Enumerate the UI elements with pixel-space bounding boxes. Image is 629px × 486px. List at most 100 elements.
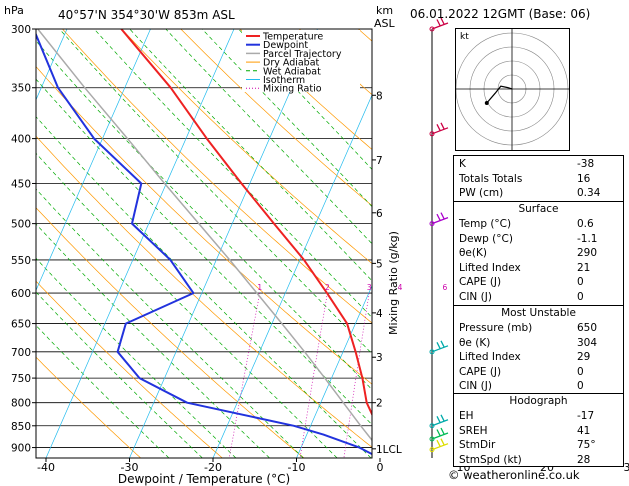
- dry-adiabat-line: [36, 207, 305, 458]
- mixing-ratio-line: [299, 293, 328, 458]
- mixing-ratio-label: 4: [398, 283, 403, 292]
- height-tick-label: 5: [376, 258, 383, 270]
- wet-adiabat-line: [129, 29, 372, 282]
- wet-adiabat-line: [36, 223, 270, 458]
- wind-barb: [431, 122, 449, 135]
- most-unstable-row: Pressure (mb) 650: [459, 322, 598, 334]
- mixing-ratio-label: 3: [367, 283, 372, 292]
- wind-barb: [431, 212, 449, 225]
- pressure-unit: hPa: [4, 4, 24, 17]
- hodograph-row: StmDir 75°: [459, 439, 596, 451]
- datetime-label: 06.01.2022 12GMT (Base: 06): [410, 7, 591, 21]
- dry-adiabat-line: [180, 29, 372, 207]
- dewpoint-line: [36, 32, 372, 456]
- wet-adiabat-line: [36, 152, 338, 458]
- dry-adiabat-line: [239, 29, 372, 150]
- legend-label: Parcel Trajectory: [263, 49, 342, 60]
- temperature-tick-label: -10: [288, 461, 306, 474]
- wind-barb: [431, 427, 449, 440]
- most-unstable-row: θe (K) 304: [459, 336, 598, 349]
- surface-row: Dewp (°C) -1.1: [459, 232, 598, 245]
- height-tick-label: 3: [376, 352, 383, 364]
- mixing-ratio-label: 6: [443, 283, 448, 292]
- pressure-tick-label: 900: [11, 443, 31, 455]
- wet-adiabat-line: [36, 40, 372, 391]
- pressure-tick-label: 300: [11, 24, 31, 36]
- wind-barb: [431, 414, 449, 427]
- hodograph-row: EH -17: [459, 410, 595, 422]
- hodograph-table-title: Hodograph: [509, 395, 568, 407]
- temperature-tick-label: 30: [624, 461, 629, 474]
- dry-adiabat-line: [62, 29, 372, 324]
- surface-row: CAPE (J) 0: [459, 276, 584, 288]
- isotherm-line: [129, 29, 318, 458]
- wind-barb: [431, 17, 449, 30]
- hodograph-trace: [486, 85, 513, 104]
- surface-row: Temp (°C) 0.6: [459, 218, 594, 230]
- hodograph-panel: kt: [455, 28, 570, 151]
- surface-title: Surface: [518, 203, 559, 215]
- isotherm-line: [296, 284, 372, 458]
- legend-label: Dewpoint: [263, 40, 308, 51]
- wet-adiabat-line: [238, 29, 372, 170]
- mixing-ratio-axis-label: Mixing Ratio (g/kg): [387, 231, 400, 335]
- wind-barb-base: [429, 221, 435, 227]
- pressure-tick-label: 500: [11, 219, 31, 231]
- surface-row: CIN (J) 0: [459, 290, 584, 303]
- pressure-tick-label: 800: [11, 398, 31, 410]
- legend-box: [242, 30, 360, 92]
- km-label: km: [376, 4, 393, 17]
- mixing-ratio-label: 1: [257, 283, 262, 292]
- pressure-tick-label: 750: [11, 373, 31, 385]
- surface-row: θe(K) 290: [459, 247, 598, 259]
- legend-label: Wet Adiabat: [263, 66, 321, 77]
- wind-barb-base: [429, 349, 435, 355]
- most-unstable-title: Most Unstable: [501, 307, 576, 319]
- dry-adiabat-line: [36, 66, 372, 385]
- temperature-tick-label: -40: [37, 461, 55, 474]
- wet-adiabat-line: [36, 324, 170, 458]
- surface-table: Surface Temp (°C) 0.6 Dewp (°C) -1.1 θe(K)…: [453, 201, 624, 306]
- dry-adiabat-line: [36, 356, 141, 458]
- temperature-line: [120, 29, 372, 417]
- index-row-totals: Totals Totals 16: [459, 172, 591, 185]
- height-tick-label: 7: [376, 155, 383, 167]
- wind-barb: [431, 438, 449, 451]
- pressure-tick-label: 550: [11, 255, 31, 267]
- surface-row: Lifted Index 21: [459, 261, 591, 274]
- wet-adiabat-line: [36, 78, 372, 426]
- most-unstable-row: CIN (J) 0: [459, 380, 584, 392]
- pressure-tick-label: 400: [11, 134, 31, 146]
- mixing-ratio-line: [228, 293, 261, 458]
- isotherm-line: [212, 94, 372, 458]
- dry-adiabat-line: [36, 135, 372, 448]
- wind-barb-base: [429, 423, 435, 429]
- most-unstable-row: Lifted Index 29: [459, 351, 591, 363]
- height-tick-label: 4: [376, 308, 383, 320]
- mixing-ratio-line: [343, 293, 370, 458]
- wet-adiabat-line: [36, 116, 372, 458]
- hodograph-end-marker: [484, 101, 489, 105]
- index-row-k: K -38: [459, 158, 595, 170]
- wind-barb: [431, 340, 449, 353]
- mixing-ratio-label: 2: [325, 283, 330, 292]
- location-label: 40°57'N 354°30'W 853m ASL: [58, 8, 235, 22]
- hodograph-row: StmSpd (kt) 28: [459, 453, 591, 466]
- pressure-tick-label: 700: [11, 347, 31, 359]
- pressure-tick-label: 350: [11, 83, 31, 95]
- height-tick-label: 8: [376, 90, 383, 102]
- wind-barb-base: [429, 447, 435, 453]
- dry-adiabat-line: [36, 280, 223, 458]
- dry-adiabat-line: [121, 29, 372, 265]
- legend-label: Dry Adiabat: [263, 58, 320, 69]
- x-axis-label: Dewpoint / Temperature (°C): [118, 472, 290, 486]
- hodograph-table: Hodograph EH -17 SREH 41 StmDir 75° StmSpd …: [453, 393, 624, 467]
- credit-label: © weatheronline.co.uk: [448, 468, 580, 482]
- pressure-tick-label: 650: [11, 319, 31, 331]
- parcel-trajectory-line: [37, 29, 372, 442]
- plot-frame: [35, 28, 373, 459]
- temperature-tick-label: -20: [204, 461, 222, 474]
- pressure-tick-label: 600: [11, 288, 31, 300]
- wet-adiabat-line: [36, 188, 304, 458]
